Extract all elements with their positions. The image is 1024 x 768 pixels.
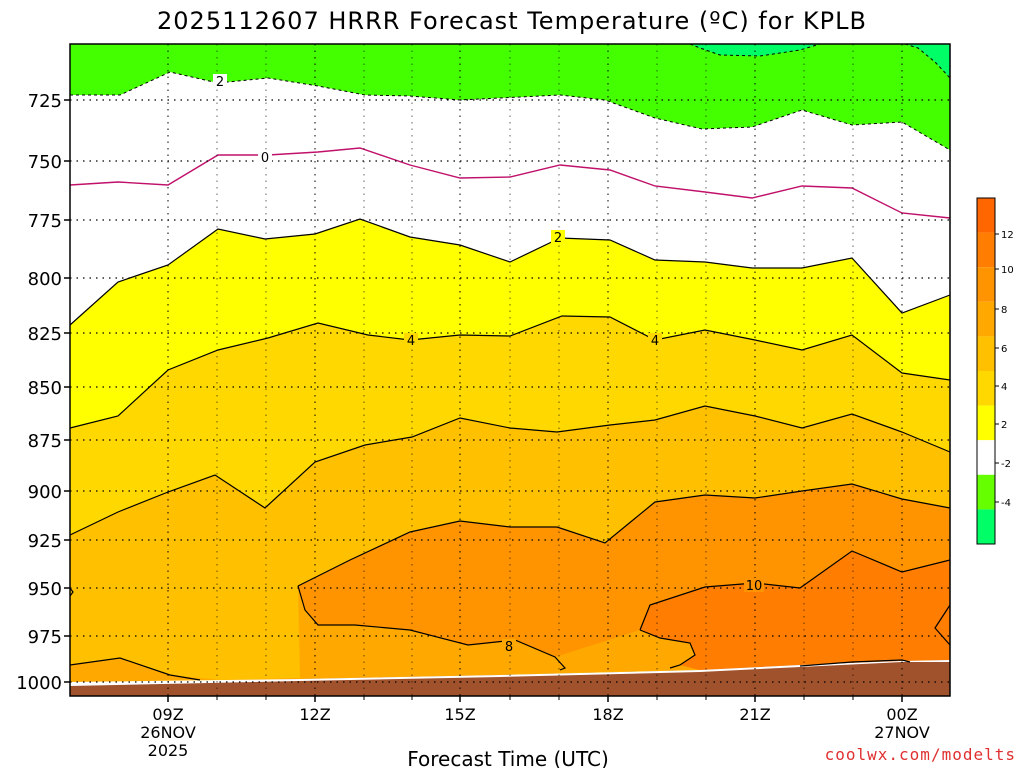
colorbar-bin: [977, 509, 995, 544]
y-tick-label: 825: [28, 324, 62, 345]
y-tick-label: 800: [28, 269, 62, 290]
contour-label-bg: [551, 230, 565, 244]
colorbar-tick-label: 2: [1001, 420, 1007, 431]
colorbar-tick-label: -2: [1001, 459, 1011, 470]
contour-label-eight: 8: [505, 640, 513, 655]
colorbar-bin: [977, 267, 995, 302]
colorbar-tick-label: -4: [1001, 498, 1011, 509]
contour-two: [69, 218, 951, 326]
y-tick-label: 750: [28, 152, 62, 173]
x-tick-sublabel: 27NOV: [874, 723, 930, 742]
colorbar-tick-label: 8: [1001, 305, 1007, 316]
contour-label-zero: 0: [261, 151, 269, 166]
y-tick-label: 875: [28, 431, 62, 452]
contour-eight-d: [799, 659, 911, 667]
contour-labels: 2 0 2 4 4 8 10: [213, 74, 764, 655]
chart-title: 2025112607 HRRR Forecast Temperature (ºC…: [157, 7, 867, 35]
colorbar: 12 10 8 6 4 2 -2 -4: [976, 197, 1014, 545]
contour-label-bg: [648, 333, 662, 347]
colorbar-tick-label: 12: [1001, 230, 1014, 241]
contour-four: [69, 315, 951, 429]
colorbar-tick-label: 6: [1001, 344, 1007, 355]
y-tick-label: 775: [28, 211, 62, 232]
x-tick-label: 12Z: [299, 705, 330, 724]
contour-label-two: 2: [554, 231, 562, 246]
fill-ground-edge: [70, 660, 950, 686]
grid: [70, 44, 950, 696]
colorbar-bin: [977, 198, 995, 233]
contour-label-ten: 10: [746, 579, 763, 594]
colorbar-bin: [977, 474, 995, 510]
x-tick-label: 00Z: [886, 705, 917, 724]
x-tick-label: 21Z: [739, 705, 770, 724]
fill-green-deep: [905, 44, 950, 78]
contour-minus2: [70, 71, 951, 151]
colorbar-tick-label: 10: [1001, 265, 1014, 276]
contour-label-four: 4: [407, 334, 415, 349]
x-tick-label: 15Z: [444, 705, 475, 724]
fill-green-deep-2: [690, 44, 820, 56]
contour-eight-c: [69, 657, 201, 681]
x-axis-label: Forecast Time (UTC): [407, 747, 609, 768]
y-tick-label: 850: [28, 378, 62, 399]
contour-zero: [69, 147, 951, 219]
fill-white-mid: [70, 72, 950, 325]
y-tick-label: 950: [28, 579, 62, 600]
contour-minus4: [689, 43, 821, 57]
x-tick-label: 18Z: [592, 705, 623, 724]
y-tick-label: 925: [28, 531, 62, 552]
y-tick-label: 725: [28, 91, 62, 112]
fill-12-14: [640, 551, 950, 670]
credit-text: coolwx.com/modelts: [825, 745, 1016, 764]
contour-label-bg: [213, 74, 227, 88]
x-tick-sublabel: 2025: [148, 741, 189, 760]
y-tick-label: 1000: [16, 673, 62, 694]
colorbar-bin: [977, 336, 995, 371]
x-tick-sublabel: 26NOV: [140, 723, 196, 742]
contour-edge-left: [69, 587, 74, 597]
contour-ten-c: [934, 604, 951, 646]
colorbar-bin: [977, 232, 995, 268]
y-tick-label: 975: [28, 627, 62, 648]
contour-label-minus2: 2: [216, 75, 224, 90]
contour-label-bg: [744, 578, 764, 592]
contour-eight-b: [297, 585, 567, 671]
colorbar-frame: [976, 197, 996, 545]
contour-label-bg: [404, 333, 418, 347]
contour-label-four-b: 4: [651, 334, 659, 349]
y-tick-label: 900: [28, 482, 62, 503]
colorbar-tick-label: 4: [1001, 382, 1007, 393]
contour-label-bg: [502, 639, 516, 653]
contour-ten: [639, 550, 951, 631]
contour-eight: [297, 483, 951, 587]
colorbar-bin: [977, 371, 995, 406]
colorbar-bin: [977, 440, 995, 475]
colorbar-bin: [977, 405, 995, 441]
contour-label-bg: [258, 150, 272, 164]
contour-minus4-b: [904, 43, 951, 79]
colorbar-bin: [977, 301, 995, 337]
x-tick-label: 09Z: [152, 705, 183, 724]
y-axis: 725 750 775 800 825 850 875 900 925 950 975 1000: [16, 91, 70, 694]
